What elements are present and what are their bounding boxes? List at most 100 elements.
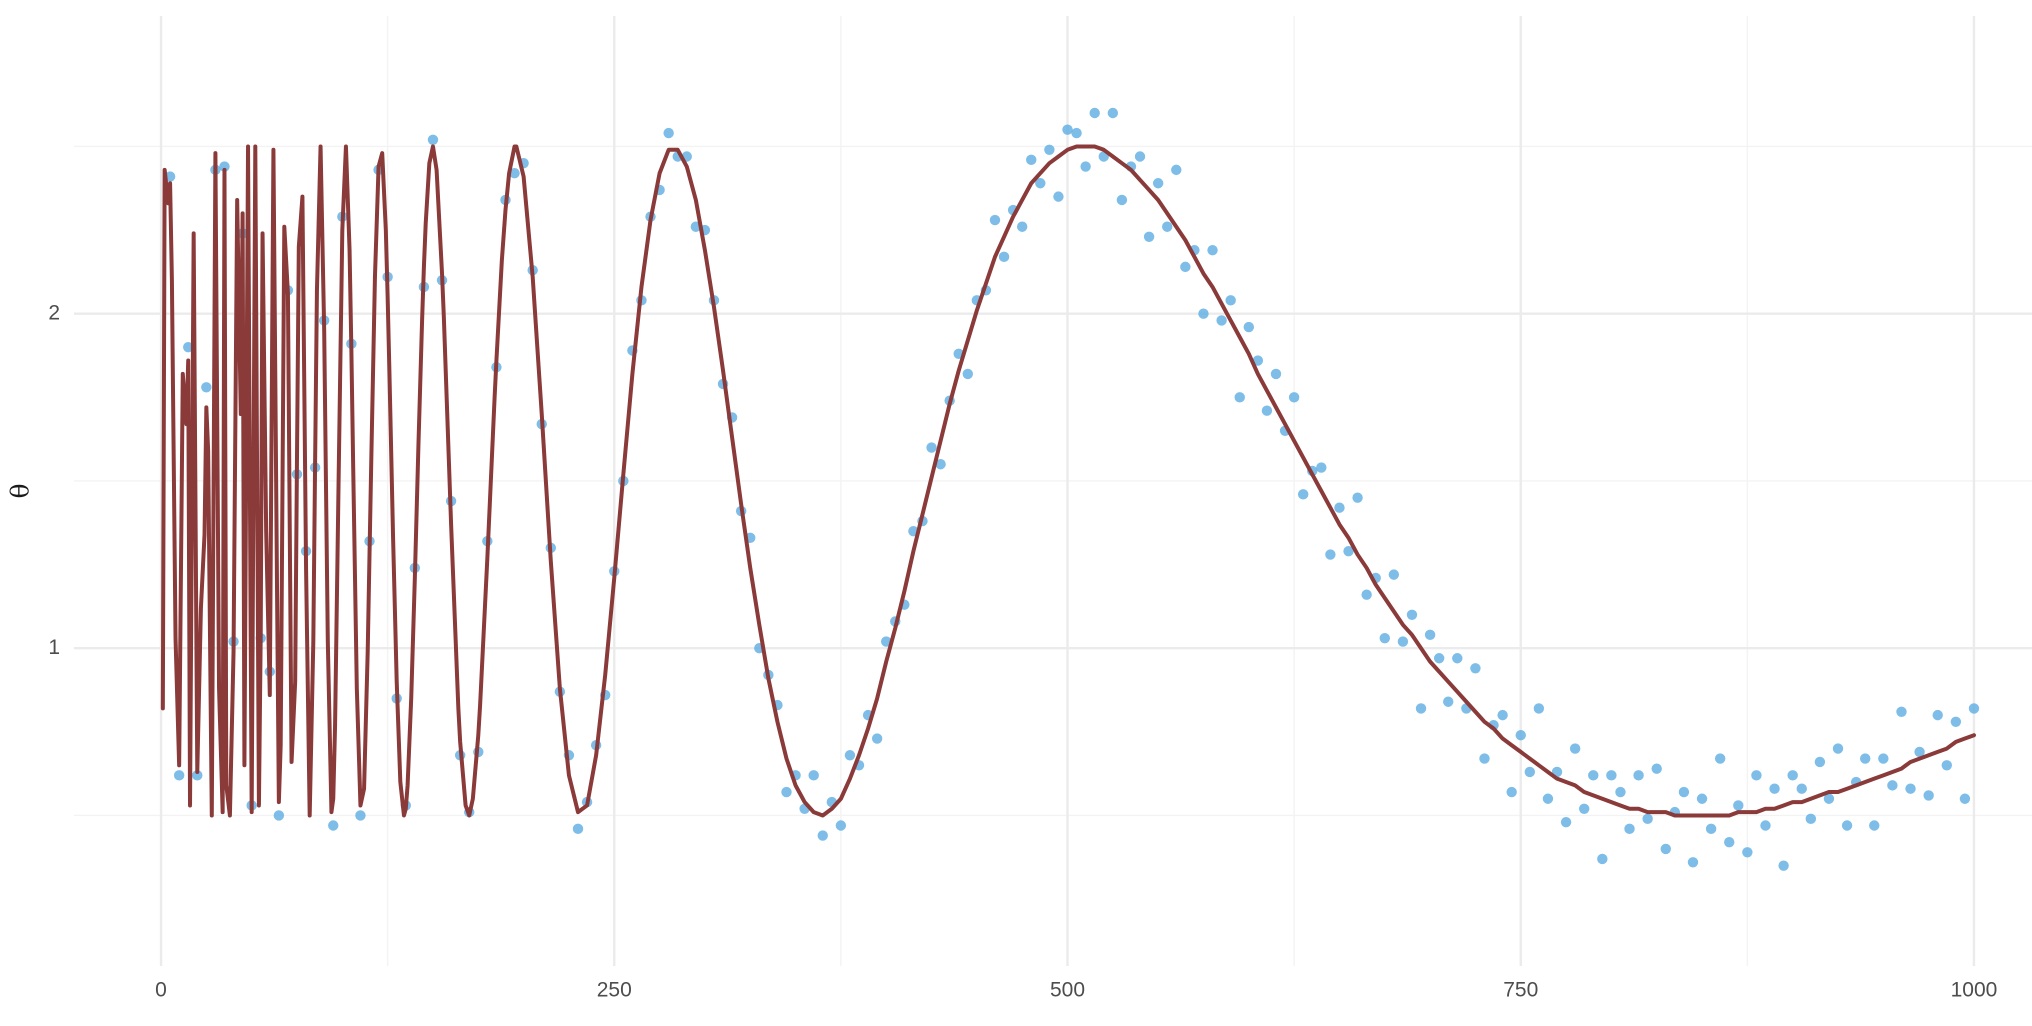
point [1887,780,1898,791]
point [1733,800,1744,811]
point [1542,793,1554,804]
point [808,770,819,781]
point [1841,820,1853,831]
point [1334,502,1345,513]
point [1225,295,1236,306]
point [1388,569,1400,580]
point [1171,164,1182,176]
point [1869,820,1880,831]
point [1588,770,1599,781]
point [1080,161,1091,172]
point [1053,191,1064,202]
point [1687,857,1699,868]
point [1180,261,1191,273]
point [1696,793,1708,804]
point [183,341,194,353]
point [1760,820,1771,831]
point [1162,221,1173,232]
point [1524,766,1536,778]
point [1533,703,1545,714]
point [1878,753,1889,764]
point [1016,221,1028,232]
point [1832,743,1844,754]
point [835,820,847,831]
point [1959,793,1971,804]
point [1823,793,1835,804]
point [1560,816,1572,828]
point [1035,178,1046,189]
point [509,168,520,179]
point [1026,154,1037,166]
point [1452,653,1463,664]
point [1143,231,1155,242]
point [1896,706,1907,717]
y-tick-label: 2 [48,301,60,324]
point [572,823,584,835]
point [1152,178,1164,189]
point [935,459,946,470]
point [1470,663,1481,674]
point [1578,803,1590,814]
point [1116,194,1128,206]
point [1343,546,1354,557]
point [427,134,439,145]
point [1234,392,1245,403]
point [1443,696,1454,707]
point [1261,405,1273,416]
y-tick-label: 1 [48,636,60,659]
point [1678,786,1690,798]
point [1642,813,1653,825]
point [1325,549,1336,560]
point [1624,823,1635,835]
point [1062,124,1073,135]
point [1361,589,1372,600]
point [1297,489,1309,500]
point [1742,847,1753,858]
point [192,770,203,781]
point [1379,632,1390,644]
point [1071,127,1082,139]
point [1932,709,1943,721]
point [1134,151,1146,162]
point [1497,709,1508,721]
point [881,636,892,647]
point [173,770,185,781]
point [1714,753,1726,764]
point [781,786,792,798]
point [1597,853,1608,865]
x-tick-label: 750 [1503,979,1538,1002]
point [998,251,1010,263]
point [1778,860,1789,871]
point [1923,790,1934,801]
point [1107,107,1119,119]
point [1252,355,1264,366]
point [1660,843,1671,855]
point [1615,786,1626,798]
point [1860,753,1871,764]
point [663,127,674,139]
point [1406,609,1418,620]
point [219,161,230,172]
point [962,368,973,380]
point [1207,244,1218,256]
point [1968,703,1980,714]
point [1316,462,1327,473]
point [1352,492,1363,503]
point [1724,837,1735,848]
x-tick-label: 500 [1050,979,1085,1002]
point [1796,783,1807,794]
point [1397,636,1409,647]
point [1805,813,1817,825]
marks [160,107,1980,871]
x-tick-label: 250 [597,979,632,1002]
point [1751,770,1762,781]
point [1415,703,1427,714]
point [1433,653,1445,664]
point [1288,392,1300,403]
point [989,214,1001,226]
point [1950,716,1962,728]
point [871,733,883,744]
point [1216,315,1227,326]
point [1633,770,1644,781]
